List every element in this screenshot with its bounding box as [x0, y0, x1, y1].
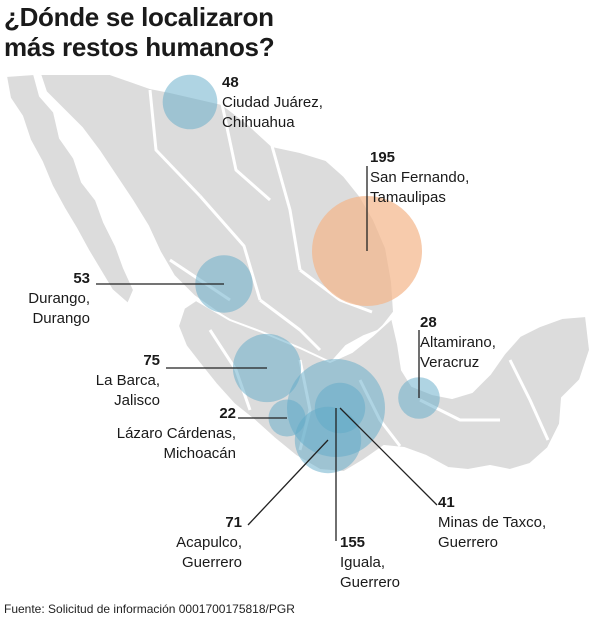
leader-acapulco: [247, 439, 329, 526]
place-iguala-1: Iguala,: [340, 554, 386, 571]
bubble-ciudad-juarez: [162, 74, 218, 130]
label-minas-de-taxco: 41 Minas de Taxco, Guerrero: [438, 493, 546, 553]
count-minas-de-taxco: 41: [438, 494, 455, 511]
label-la-barca: 75 La Barca, Jalisco: [60, 351, 160, 411]
label-lazaro-cardenas: 22 Lázaro Cárdenas, Michoacán: [100, 404, 236, 464]
count-iguala: 155: [340, 534, 366, 551]
label-san-fernando: 195 San Fernando, Tamaulipas: [370, 148, 469, 208]
title-line-2: más restos humanos?: [4, 32, 275, 62]
place-acapulco-1: Acapulco,: [176, 534, 242, 551]
place-san-fernando-2: Tamaulipas: [370, 189, 446, 206]
place-minas-de-taxco-1: Minas de Taxco,: [438, 514, 547, 531]
label-durango: 53 Durango, Durango: [10, 269, 90, 329]
count-ciudad-juarez: 48: [222, 74, 239, 91]
count-lazaro-cardenas: 22: [219, 405, 236, 422]
place-ciudad-juarez-1: Ciudad Juárez,: [222, 94, 323, 111]
label-iguala: 155 Iguala, Guerrero: [340, 533, 400, 593]
page-title: ¿Dónde se localizaron más restos humanos…: [4, 2, 384, 62]
source-note: Fuente: Solicitud de información 0001700…: [4, 602, 295, 616]
count-acapulco: 71: [225, 514, 242, 531]
mainland-north-shape: [39, 73, 395, 365]
count-san-fernando: 195: [370, 149, 396, 166]
place-la-barca-2: Jalisco: [114, 392, 160, 409]
place-la-barca-1: La Barca,: [95, 372, 160, 389]
place-lazaro-cardenas-1: Lázaro Cárdenas,: [116, 425, 236, 442]
title-line-1: ¿Dónde se localizaron: [4, 2, 274, 32]
place-minas-de-taxco-2: Guerrero: [438, 534, 499, 551]
leader-lines: [96, 166, 438, 541]
count-la-barca: 75: [143, 352, 160, 369]
place-altamirano-2: Veracruz: [420, 354, 480, 371]
label-altamirano: 28 Altamirano, Veracruz: [420, 313, 496, 373]
place-durango-1: Durango,: [28, 290, 90, 307]
place-durango-2: Durango: [32, 310, 90, 327]
place-altamirano-1: Altamirano,: [420, 334, 496, 351]
place-san-fernando-1: San Fernando,: [370, 169, 470, 186]
leader-minas-de-taxco: [339, 407, 438, 506]
label-ciudad-juarez: 48 Ciudad Juárez, Chihuahua: [222, 73, 323, 133]
place-ciudad-juarez-2: Chihuahua: [222, 114, 295, 131]
count-altamirano: 28: [420, 314, 437, 331]
state-borders: [148, 89, 550, 451]
place-iguala-2: Guerrero: [340, 574, 401, 591]
place-acapulco-2: Guerrero: [181, 554, 242, 571]
count-durango: 53: [73, 270, 90, 287]
label-acapulco: 71 Acapulco, Guerrero: [150, 513, 242, 573]
place-lazaro-cardenas-2: Michoacán: [163, 445, 236, 462]
baja-california-shape: [5, 73, 135, 305]
